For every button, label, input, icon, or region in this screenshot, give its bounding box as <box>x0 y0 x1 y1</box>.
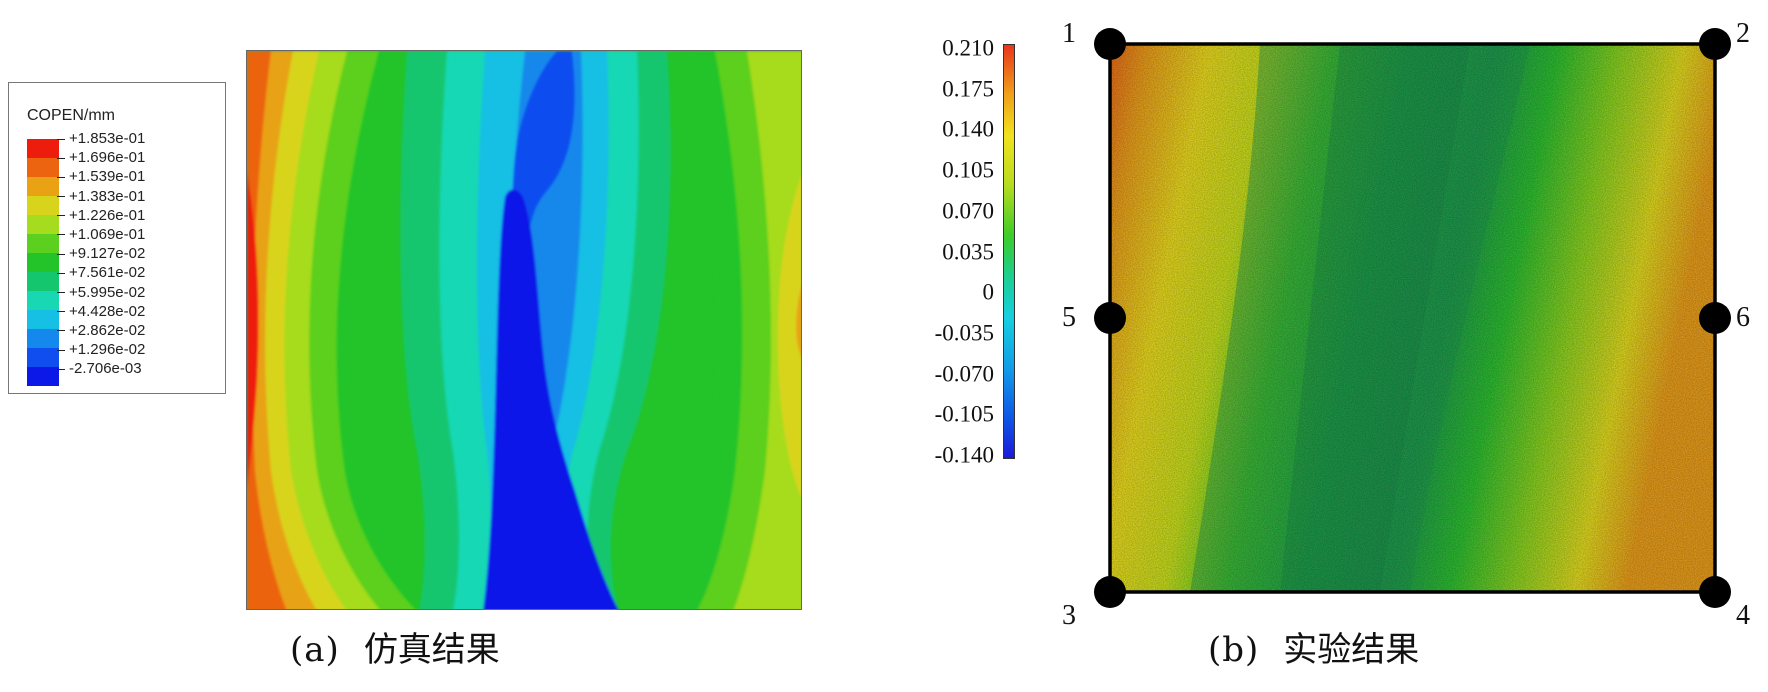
legend-labels: +1.853e-01 +1.696e-01 +1.539e-01 +1.383e-01… <box>57 129 145 378</box>
experiment-frame <box>1094 28 1731 608</box>
colorbar-tick: 0.140 <box>942 116 994 142</box>
point-label-6: 6 <box>1736 302 1750 333</box>
point-label-1: 1 <box>1062 18 1076 49</box>
point-marker-1 <box>1094 28 1126 60</box>
colorbar-tick: 0 <box>982 279 995 305</box>
colorbar-tick: 0.070 <box>942 198 994 224</box>
colorbar-tick-labels: 0.210 0.175 0.140 0.105 0.070 0.035 0 -0.035 -0.… <box>900 37 995 467</box>
point-marker-2 <box>1699 28 1731 60</box>
simulation-contour-map <box>246 50 802 610</box>
colorbar-tick: -0.140 <box>934 442 994 468</box>
legend-value: -2.706e-03 <box>57 359 145 378</box>
contour-legend: COPEN/mm +1.853e-01 +1.696e-01 +1.539e-01 +… <box>8 82 226 394</box>
legend-swatch <box>27 272 59 291</box>
experiment-result-panel: 1 2 3 4 5 6 <box>1062 18 1752 630</box>
legend-swatch <box>27 367 59 386</box>
caption-b: (b) 实验结果 <box>1208 630 1419 670</box>
legend-value: +4.428e-02 <box>57 302 145 321</box>
legend-swatch <box>27 310 59 329</box>
caption-b-label: (b) <box>1208 630 1260 670</box>
legend-value: +2.862e-02 <box>57 321 145 340</box>
experiment-result-svg <box>1110 44 1715 592</box>
legend-swatch <box>27 215 59 234</box>
point-marker-4 <box>1699 576 1731 608</box>
colorbar-tick: -0.035 <box>934 320 994 346</box>
legend-swatch <box>27 158 59 177</box>
colorbar-tick: 0.175 <box>942 76 994 102</box>
legend-swatch <box>27 234 59 253</box>
legend-value: +1.296e-02 <box>57 340 145 359</box>
colorbar-tick: -0.105 <box>934 401 994 427</box>
point-marker-3 <box>1094 576 1126 608</box>
caption-a-label: (a) <box>290 630 340 670</box>
point-marker-6 <box>1699 302 1731 334</box>
colorbar-tick: -0.070 <box>934 361 994 387</box>
legend-title: COPEN/mm <box>27 107 115 124</box>
legend-swatch <box>27 139 59 158</box>
legend-swatch <box>27 196 59 215</box>
colorbar-tick: 0.210 <box>942 35 994 61</box>
caption-b-text: 实验结果 <box>1283 630 1420 670</box>
legend-swatch <box>27 253 59 272</box>
legend-swatch <box>27 291 59 310</box>
legend-swatch <box>27 329 59 348</box>
experiment-result-map <box>1110 44 1715 592</box>
caption-a: (a) 仿真结果 <box>290 630 500 670</box>
caption-a-text: 仿真结果 <box>363 630 500 670</box>
colorbar-tick: 0.035 <box>942 239 994 264</box>
legend-value: +1.226e-01 <box>57 206 145 225</box>
legend-value: +1.853e-01 <box>57 129 145 148</box>
point-label-3: 3 <box>1062 600 1076 631</box>
point-label-5: 5 <box>1062 302 1076 333</box>
point-marker-5 <box>1094 302 1126 334</box>
legend-value: +1.069e-01 <box>57 225 145 244</box>
legend-value: +7.561e-02 <box>57 263 145 282</box>
legend-value: +1.539e-01 <box>57 167 145 186</box>
legend-value: +1.383e-01 <box>57 187 145 206</box>
point-label-4: 4 <box>1736 600 1750 631</box>
legend-value: +9.127e-02 <box>57 244 145 263</box>
simulation-contour-svg <box>247 51 801 609</box>
legend-value: +5.995e-02 <box>57 283 145 302</box>
legend-swatch <box>27 348 59 367</box>
experiment-colorbar <box>1003 44 1015 459</box>
legend-swatches <box>27 139 59 386</box>
legend-value: +1.696e-01 <box>57 148 145 167</box>
legend-swatch <box>27 177 59 196</box>
colorbar-tick: 0.105 <box>942 157 994 183</box>
point-label-2: 2 <box>1736 18 1750 49</box>
